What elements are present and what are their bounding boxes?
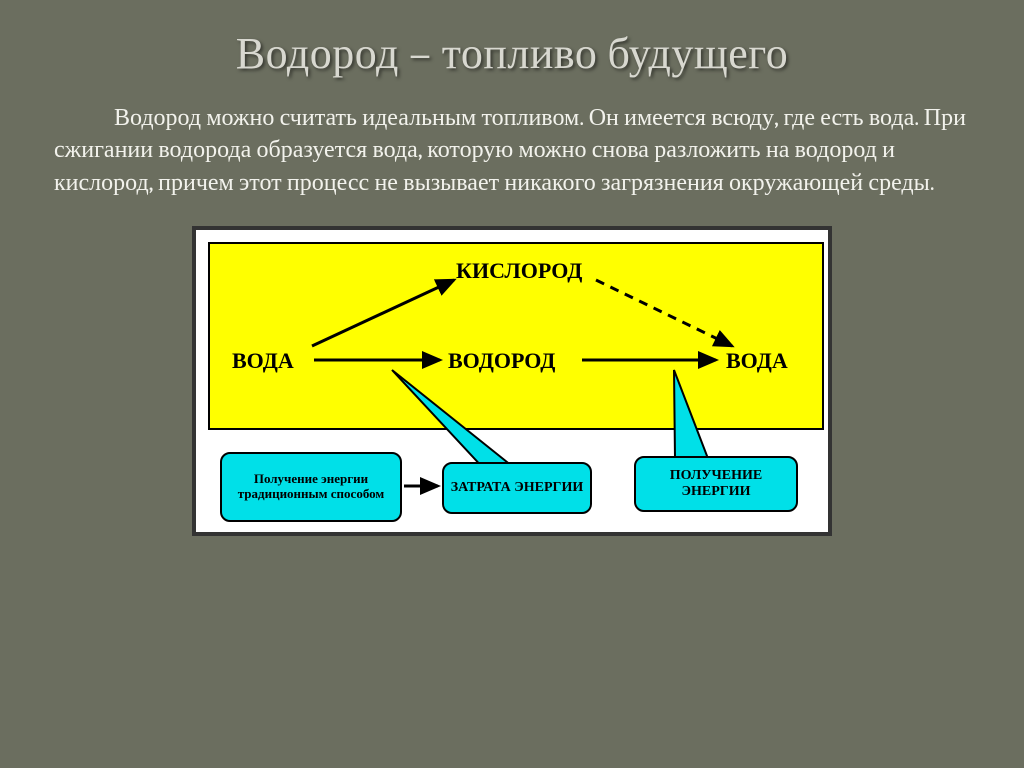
slide-body-text: Водород можно считать идеальным топливом… <box>48 101 976 198</box>
hydrogen-cycle-diagram: КИСЛОРОДВОДАВОДОРОДВОДАПолучение энергии… <box>192 226 832 536</box>
callout-tail-get <box>674 370 708 458</box>
slide-title: Водород – топливо будущего <box>48 28 976 79</box>
diagram-container: КИСЛОРОДВОДАВОДОРОДВОДАПолучение энергии… <box>48 226 976 536</box>
arrow-0 <box>312 280 454 346</box>
slide: Водород – топливо будущего Водород можно… <box>0 0 1024 768</box>
callout-tail-spend <box>392 370 510 464</box>
callout-trad: Получение энергии традиционным способом <box>220 452 402 522</box>
callout-spend: ЗАТРАТА ЭНЕРГИИ <box>442 462 592 514</box>
callout-get: ПОЛУЧЕНИЕ ЭНЕРГИИ <box>634 456 798 512</box>
arrow-3 <box>596 280 732 346</box>
